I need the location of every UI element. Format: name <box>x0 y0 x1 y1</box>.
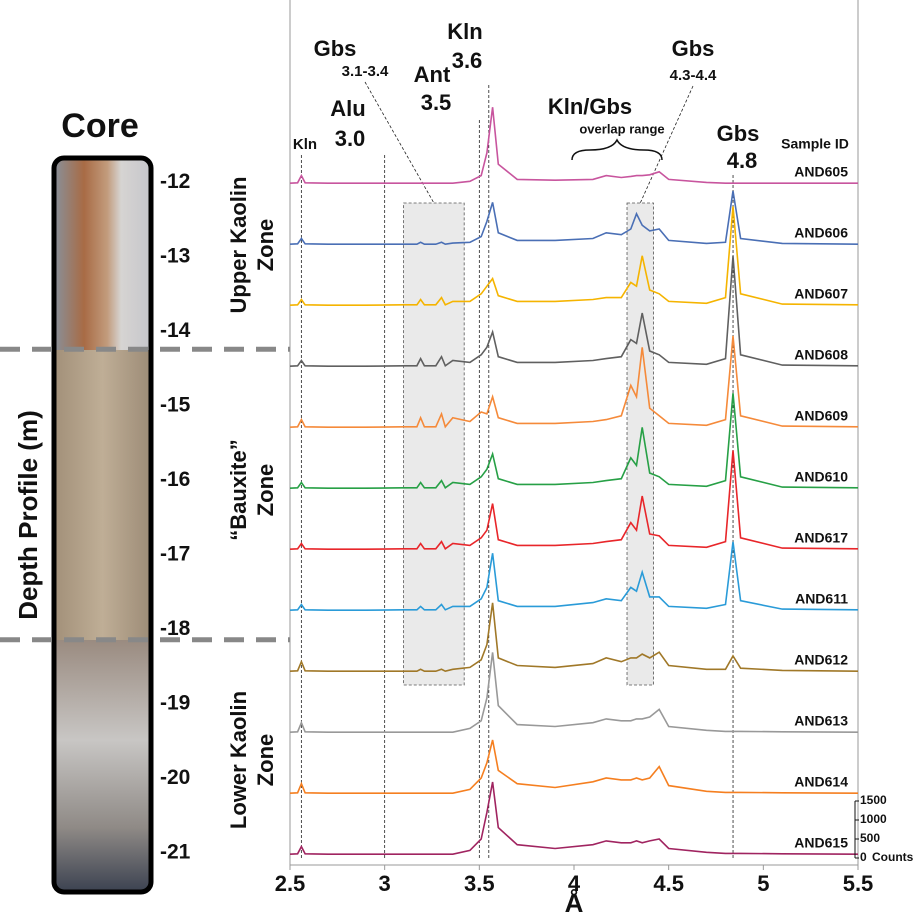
y-tick-label: 0 <box>860 850 867 864</box>
depth-tick-label: -16 <box>160 468 190 491</box>
spectrum-line <box>289 450 859 550</box>
depth-tick-label: -15 <box>160 393 191 416</box>
annotation-label: Alu <box>330 96 365 121</box>
spectrum-line <box>289 206 859 306</box>
x-axis-label: Å <box>565 888 584 915</box>
depth-tick-label: -12 <box>160 170 190 193</box>
y-tick-label: 1500 <box>860 793 887 807</box>
series-label: AND610 <box>794 469 848 485</box>
zone-label: “Bauxite” <box>226 439 251 540</box>
depth-tick-label: -20 <box>160 766 190 789</box>
y-tick-label: 500 <box>860 831 880 845</box>
spectrum-line <box>289 393 859 489</box>
series-label: AND605 <box>794 164 848 180</box>
spectrum-line <box>289 335 859 429</box>
series-header: Sample ID <box>781 136 849 152</box>
leader-line <box>639 85 694 204</box>
spectrum-line <box>289 739 859 794</box>
depth-tick-label: -19 <box>160 691 190 714</box>
annotation-label: Kln/Gbs <box>548 94 632 119</box>
spectrum-line <box>289 107 858 184</box>
series-label: AND612 <box>794 652 848 668</box>
zone-label: Lower Kaolin <box>226 691 251 829</box>
x-tick-label: 2.5 <box>275 871 306 896</box>
series-label: AND611 <box>795 591 848 607</box>
core-section <box>56 350 149 640</box>
zone-label: Zone <box>253 734 278 787</box>
annotation-label: Ant <box>414 62 451 87</box>
annotation-label: Gbs <box>672 36 715 61</box>
x-tick-label: 5.5 <box>843 871 874 896</box>
zone-label: Zone <box>253 464 278 517</box>
depth-tick-label: -13 <box>160 244 190 267</box>
annotation-sublabel: overlap range <box>579 121 664 136</box>
y-tick-label: 1000 <box>860 812 887 826</box>
spectrum-line <box>289 602 859 673</box>
annotation-sublabel: 4.8 <box>727 148 758 173</box>
x-tick-label: 5 <box>757 871 769 896</box>
depth-tick-label: -14 <box>160 319 191 342</box>
core-section <box>56 160 149 350</box>
x-tick-label: 4.5 <box>653 871 684 896</box>
series-label: AND606 <box>794 225 848 241</box>
series-label: AND617 <box>794 530 848 546</box>
series-label: AND615 <box>794 835 848 851</box>
core-title: Core <box>61 107 138 145</box>
core-frame <box>51 155 154 895</box>
series-label: AND609 <box>794 408 848 424</box>
annotation-label: Kln <box>447 19 482 44</box>
shaded-range <box>403 202 465 686</box>
y-axis-label: Counts <box>872 850 914 864</box>
spectrum-line <box>289 652 859 733</box>
x-tick-label: 3.5 <box>464 871 495 896</box>
annotation-sublabel: 3.6 <box>452 48 483 73</box>
annotation-sublabel: 3.0 <box>335 126 366 151</box>
spectrum-line <box>289 541 859 611</box>
annotation-sublabel: 3.5 <box>421 90 452 115</box>
brace <box>571 138 663 161</box>
spectrum-line <box>289 255 859 368</box>
series-label: AND614 <box>794 774 848 790</box>
x-tick-label: 3 <box>379 871 391 896</box>
zone-label: Zone <box>253 219 278 272</box>
core-photo <box>51 155 154 895</box>
series-label: AND607 <box>794 286 848 302</box>
annotation-sublabel: 3.1-3.4 <box>342 63 389 80</box>
depth-tick-label: -21 <box>160 840 191 863</box>
annotation-label: Kln <box>293 136 317 153</box>
annotation-label: Gbs <box>717 121 760 146</box>
depth-tick-label: -17 <box>160 542 190 565</box>
spectrum-line <box>289 190 859 246</box>
core-section <box>56 640 149 890</box>
annotation-label: Gbs <box>314 36 357 61</box>
zone-label: Upper Kaolin <box>226 177 251 314</box>
series-label: AND613 <box>794 713 848 729</box>
spectrum-line <box>289 781 859 855</box>
depth-axis-label: Depth Profile (m) <box>13 410 43 619</box>
series-label: AND608 <box>794 347 848 363</box>
x-tick-label: 4 <box>568 871 581 896</box>
annotation-sublabel: 4.3-4.4 <box>670 67 717 84</box>
depth-tick-label: -18 <box>160 617 191 640</box>
